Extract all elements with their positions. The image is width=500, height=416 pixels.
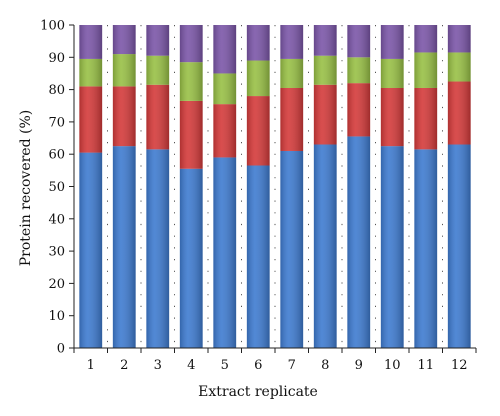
x-axis-title: Extract replicate (198, 384, 318, 400)
bar-shading-1-s2 (79, 86, 103, 153)
bars-group (79, 25, 471, 349)
bar-shading-7-s2 (280, 87, 304, 151)
x-tick-label-5: 5 (221, 358, 229, 373)
bar-shading-11-s2 (414, 87, 438, 150)
x-tick-label-10: 10 (384, 358, 401, 373)
y-tick-label-20: 20 (48, 277, 65, 292)
bar-shading-10-s3 (380, 58, 404, 88)
y-tick-label-60: 60 (48, 148, 65, 163)
y-tick-label-50: 50 (48, 180, 65, 195)
bar-shading-11-s1 (414, 149, 438, 348)
y-tick-label-100: 100 (40, 19, 65, 34)
y-tick-label-70: 70 (48, 115, 65, 130)
bar-shading-3-s2 (146, 84, 170, 150)
bar-shading-4-s4 (179, 25, 203, 63)
bar-shading-5-s4 (213, 25, 237, 74)
bar-shading-6-s3 (246, 60, 270, 97)
bar-shading-10-s1 (380, 146, 404, 349)
x-tick-label-2: 2 (120, 358, 128, 373)
bar-shading-5-s2 (213, 104, 237, 158)
bar-shading-1-s3 (79, 58, 103, 87)
bar-shading-4-s3 (179, 62, 203, 101)
bar-shading-9-s3 (347, 57, 371, 84)
bar-shading-4-s1 (179, 168, 203, 348)
y-tick-label-30: 30 (48, 245, 65, 260)
bar-shading-10-s2 (380, 87, 404, 147)
x-tick-label-8: 8 (321, 358, 329, 373)
bar-shading-3-s4 (146, 25, 170, 56)
bar-shading-8-s3 (313, 55, 337, 85)
bar-shading-12-s1 (447, 144, 471, 348)
bar-shading-9-s2 (347, 83, 371, 137)
bar-shading-3-s1 (146, 149, 170, 348)
bar-shading-10-s4 (380, 25, 404, 59)
bar-shading-1-s4 (79, 25, 103, 59)
x-tick-label-6: 6 (254, 358, 262, 373)
x-tick-label-3: 3 (154, 358, 162, 373)
y-axis-title: Protein recovered (%) (18, 110, 34, 266)
bar-shading-9-s1 (347, 136, 371, 348)
bar-shading-6-s1 (246, 165, 270, 348)
bar-shading-1-s1 (79, 152, 103, 348)
bar-shading-11-s3 (414, 52, 438, 88)
y-tick-label-40: 40 (48, 212, 65, 227)
bar-shading-2-s3 (112, 54, 136, 87)
bar-shading-7-s4 (280, 25, 304, 59)
bar-shading-2-s1 (112, 146, 136, 349)
bar-shading-6-s4 (246, 25, 270, 61)
bar-shading-12-s4 (447, 25, 471, 53)
x-tick-label-7: 7 (288, 358, 296, 373)
bar-shading-5-s3 (213, 73, 237, 105)
bar-shading-3-s3 (146, 55, 170, 85)
bar-shading-4-s2 (179, 100, 203, 169)
bar-shading-8-s2 (313, 84, 337, 145)
bar-shading-11-s4 (414, 25, 438, 53)
bar-shading-2-s4 (112, 25, 136, 55)
x-tick-label-1: 1 (87, 358, 95, 373)
bar-shading-6-s2 (246, 96, 270, 166)
bar-shading-8-s4 (313, 25, 337, 56)
bar-shading-5-s1 (213, 157, 237, 348)
y-tick-label-0: 0 (57, 342, 65, 357)
y-tick-label-10: 10 (48, 309, 65, 324)
x-tick-label-11: 11 (417, 358, 434, 373)
bar-shading-7-s1 (280, 150, 304, 348)
bar-shading-8-s1 (313, 144, 337, 348)
bar-shading-12-s3 (447, 52, 471, 82)
bar-shading-12-s2 (447, 81, 471, 145)
bar-shading-2-s2 (112, 86, 136, 147)
x-tick-label-12: 12 (451, 358, 468, 373)
x-tick-label-9: 9 (355, 358, 363, 373)
y-tick-label-90: 90 (48, 51, 65, 66)
y-tick-label-80: 80 (48, 83, 65, 98)
bar-shading-9-s4 (347, 25, 371, 58)
bar-shading-7-s3 (280, 58, 304, 88)
x-tick-label-4: 4 (187, 358, 195, 373)
